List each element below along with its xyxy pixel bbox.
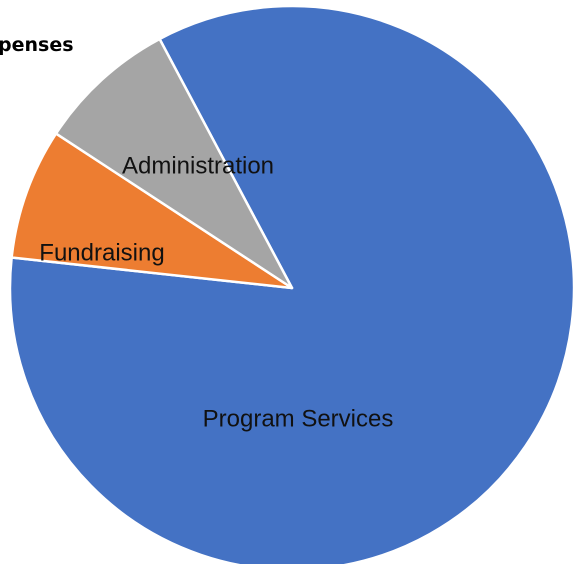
pie-slice-program-services: [8, 4, 575, 564]
slice-label-fundraising: Fundraising: [39, 239, 164, 266]
chart-title: penses: [0, 34, 74, 56]
pie-slice-labels: Program Services Fundraising Administratio…: [39, 152, 393, 432]
slice-label-program-services: Program Services: [203, 405, 394, 432]
slice-label-administration: Administration: [122, 152, 274, 179]
pie-slice-administration: [54, 37, 294, 290]
pie-slices: [8, 4, 575, 564]
pie-slice-fundraising: [10, 132, 294, 290]
